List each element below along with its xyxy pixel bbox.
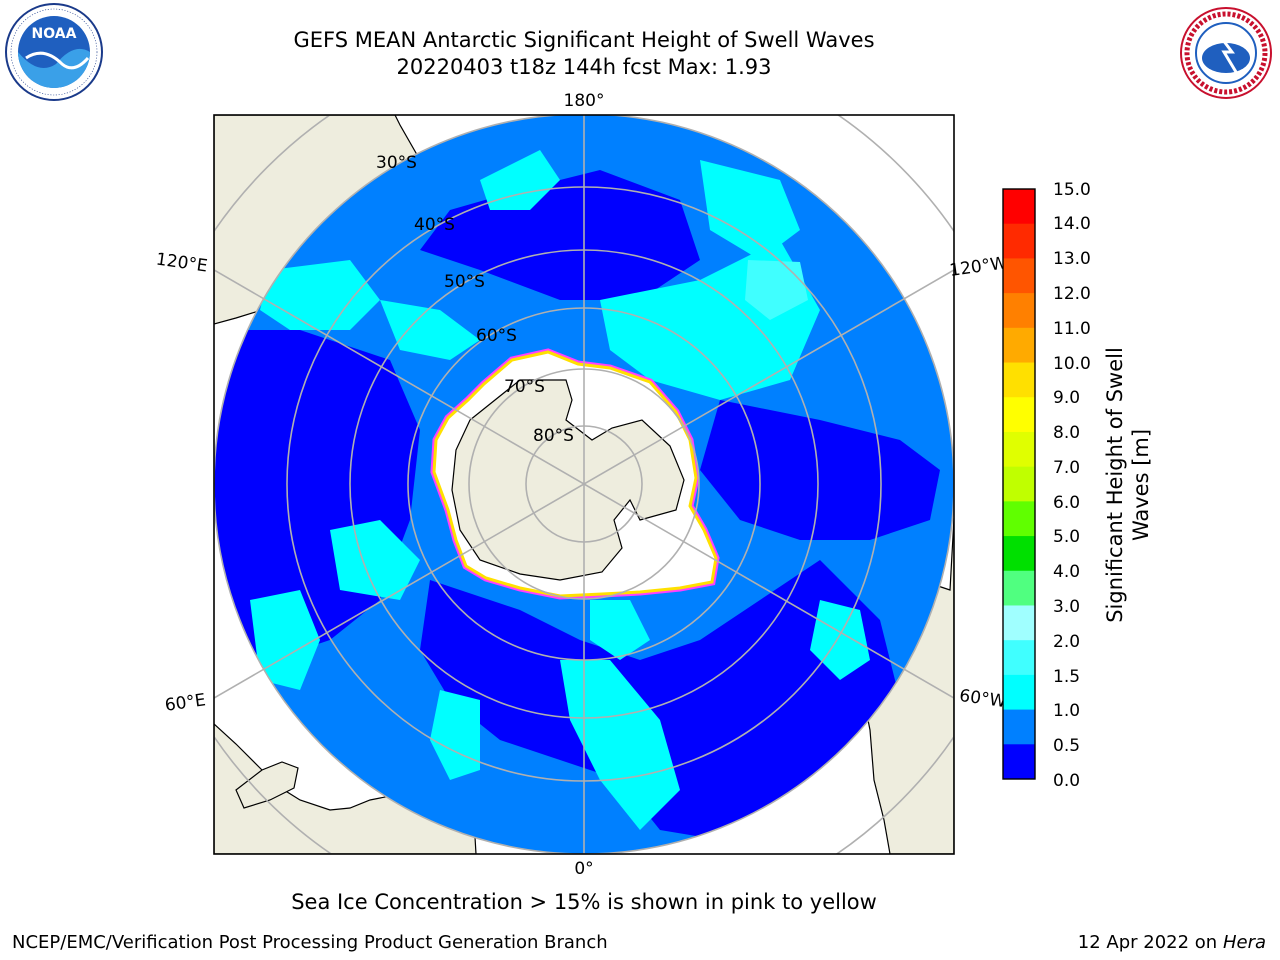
colorbar-frame: [1002, 188, 1036, 780]
colorbar-tick: 11.0: [1053, 319, 1091, 339]
colorbar-band: [1003, 605, 1035, 641]
lat-label-60s: 60°S: [476, 326, 517, 346]
lat-label-40s: 40°S: [414, 215, 455, 235]
colorbar-tick: 0.5: [1053, 736, 1081, 756]
colorbar-tick: 0.0: [1053, 771, 1081, 791]
lon-label-60w: 60°W: [958, 686, 1007, 712]
colorbar-band: [1003, 570, 1035, 606]
colorbar-band: [1003, 258, 1035, 294]
colorbar-tick: 4.0: [1053, 562, 1081, 582]
lon-label-60e: 60°E: [164, 690, 207, 715]
lon-label-120w: 120°W: [948, 253, 1008, 281]
colorbar-band: [1003, 709, 1035, 745]
nws-logo: [1176, 6, 1276, 100]
sea-ice-caption: Sea Ice Concentration > 15% is shown in …: [291, 890, 877, 914]
colorbar: [1003, 189, 1035, 780]
colorbar-tick: 3.0: [1053, 597, 1081, 617]
footer-credit: NCEP/EMC/Verification Post Processing Pr…: [12, 932, 608, 953]
colorbar-band: [1003, 293, 1035, 329]
colorbar-tick: 15.0: [1053, 180, 1091, 200]
colorbar-tick: 1.5: [1053, 667, 1081, 687]
colorbar-band: [1003, 397, 1035, 433]
chart-subtitle: 20220403 t18z 144h fcst Max: 1.93: [396, 55, 772, 79]
colorbar-tick: 5.0: [1053, 527, 1081, 547]
svg-text:NOAA: NOAA: [32, 26, 77, 42]
lon-label-180: 180°: [564, 91, 605, 111]
graticule: [214, 115, 954, 854]
colorbar-tick: 7.0: [1053, 458, 1081, 478]
colorbar-band: [1003, 431, 1035, 468]
colorbar-band: [1003, 640, 1035, 676]
lat-label-70s: 70°S: [504, 377, 545, 397]
colorbar-label: Significant Height of Swell Waves [m]: [1103, 347, 1153, 623]
colorbar-band: [1003, 327, 1035, 364]
colorbar-tick: 14.0: [1053, 214, 1091, 234]
colorbar-tick: 8.0: [1053, 423, 1081, 443]
lat-label-30s: 30°S: [376, 153, 417, 173]
colorbar-tick: 6.0: [1053, 493, 1081, 513]
colorbar-band: [1003, 674, 1035, 711]
colorbar-tick: 12.0: [1053, 284, 1091, 304]
footer-date: 12 Apr 2022 on Hera: [1077, 932, 1266, 953]
colorbar-tick: 10.0: [1053, 354, 1091, 374]
colorbar-tick: 1.0: [1053, 701, 1081, 721]
colorbar-tick: 2.0: [1053, 632, 1081, 652]
lat-label-50s: 50°S: [444, 272, 485, 292]
chart-title: GEFS MEAN Antarctic Significant Height o…: [293, 28, 875, 52]
colorbar-tick: 9.0: [1053, 388, 1081, 408]
colorbar-band: [1003, 189, 1035, 225]
lon-label-0: 0°: [574, 859, 593, 879]
colorbar-band: [1003, 466, 1035, 502]
colorbar-band: [1003, 501, 1035, 537]
colorbar-tick: 13.0: [1053, 249, 1091, 269]
colorbar-band: [1003, 536, 1035, 572]
noaa-logo: NOAA: [4, 2, 104, 102]
map-frame: [213, 114, 955, 855]
colorbar-band: [1003, 744, 1035, 780]
lat-label-80s: 80°S: [533, 426, 574, 446]
colorbar-band: [1003, 223, 1035, 259]
lon-label-120e: 120°E: [155, 250, 209, 277]
antarctica: [430, 348, 720, 600]
colorbar-band: [1003, 362, 1035, 398]
